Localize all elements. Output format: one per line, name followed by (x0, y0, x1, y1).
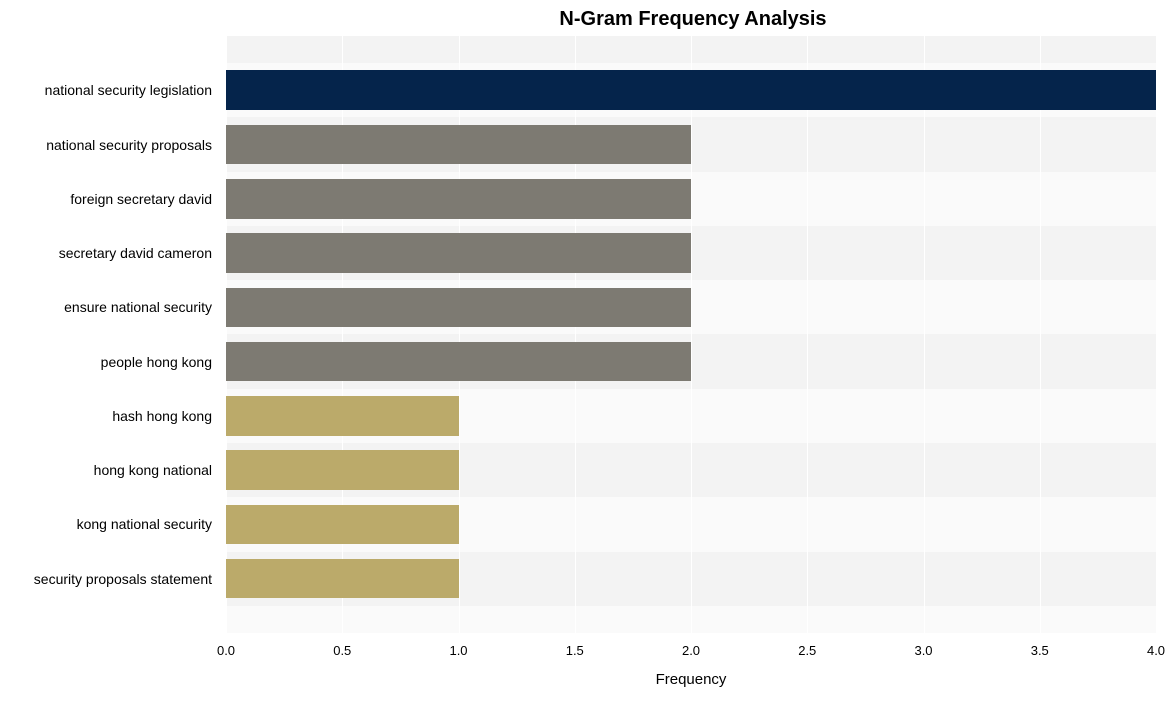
bar-row (226, 280, 1156, 334)
x-tick-label: 0.0 (217, 643, 235, 658)
bar-row (226, 172, 1156, 226)
bar-row (226, 497, 1156, 551)
bar (226, 288, 691, 328)
plot-area (226, 36, 1156, 633)
y-tick-label: hash hong kong (0, 389, 218, 443)
x-tick-label: 4.0 (1147, 643, 1165, 658)
bars-layer (226, 36, 1156, 633)
chart-title: N-Gram Frequency Analysis (0, 8, 1166, 31)
x-tick-label: 2.0 (682, 643, 700, 658)
y-tick-label: national security proposals (0, 117, 218, 171)
y-axis-labels: national security legislationnational se… (0, 36, 218, 633)
bar (226, 70, 1156, 110)
x-tick-label: 1.5 (566, 643, 584, 658)
ngram-chart: N-Gram Frequency Analysis national secur… (0, 0, 1166, 701)
bar (226, 179, 691, 219)
x-axis: Frequency 0.00.51.01.52.02.53.03.54.0 (226, 633, 1156, 701)
gridline (1156, 36, 1157, 633)
bar (226, 233, 691, 273)
y-tick-label: hong kong national (0, 443, 218, 497)
y-tick-label: people hong kong (0, 334, 218, 388)
bar (226, 559, 459, 599)
bar (226, 505, 459, 545)
y-tick-label: kong national security (0, 497, 218, 551)
x-axis-title: Frequency (656, 671, 727, 688)
x-tick-label: 0.5 (333, 643, 351, 658)
x-tick-label: 3.5 (1031, 643, 1049, 658)
bar (226, 125, 691, 165)
bar-row (226, 117, 1156, 171)
x-tick-label: 1.0 (449, 643, 467, 658)
bar-row (226, 334, 1156, 388)
bar-row (226, 389, 1156, 443)
bar (226, 450, 459, 490)
y-tick-label: security proposals statement (0, 552, 218, 606)
bar (226, 342, 691, 382)
y-tick-label: ensure national security (0, 280, 218, 334)
y-tick-label: national security legislation (0, 63, 218, 117)
y-tick-label: secretary david cameron (0, 226, 218, 280)
y-tick-label: foreign secretary david (0, 172, 218, 226)
bar-row (226, 226, 1156, 280)
x-tick-label: 3.0 (914, 643, 932, 658)
bar-row (226, 443, 1156, 497)
bar-row (226, 63, 1156, 117)
x-tick-label: 2.5 (798, 643, 816, 658)
bar-row (226, 552, 1156, 606)
bar (226, 396, 459, 436)
